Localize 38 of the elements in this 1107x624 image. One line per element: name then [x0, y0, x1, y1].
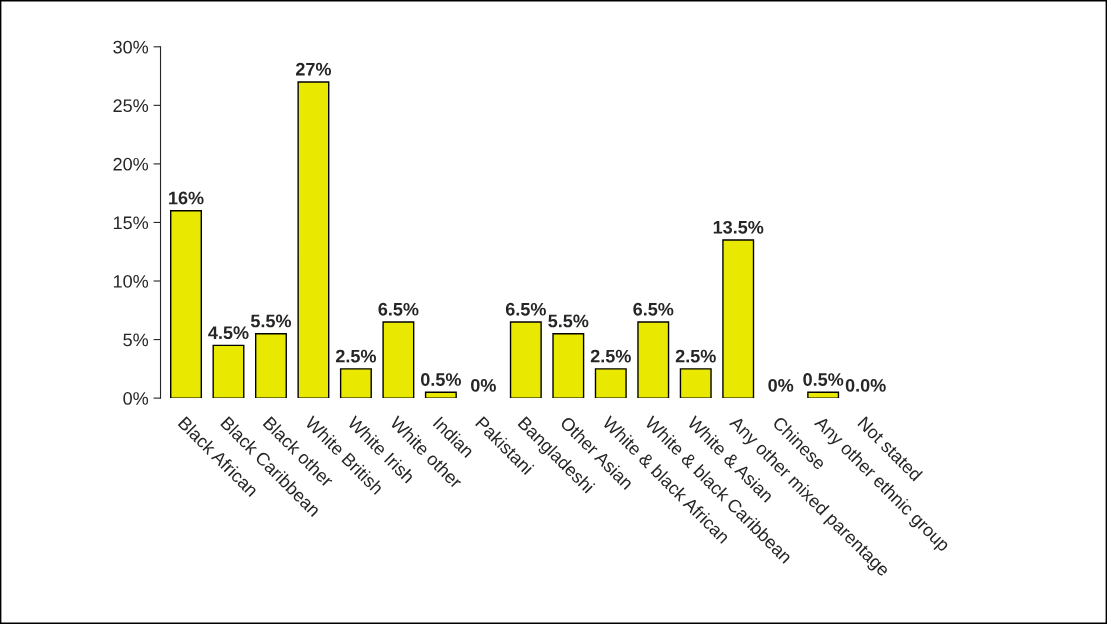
bar: [594, 368, 627, 399]
y-tick-label: 5%: [123, 333, 149, 347]
bar: [722, 239, 755, 399]
data-label: 0.5%: [803, 373, 844, 386]
bar: [339, 368, 372, 399]
data-label: 2.5%: [590, 349, 631, 363]
bar: [382, 321, 415, 399]
data-label: 5.5%: [548, 314, 589, 328]
data-label: 6.5%: [633, 302, 674, 316]
data-label: 6.5%: [505, 302, 546, 316]
data-label: 27%: [295, 62, 332, 76]
bar: [297, 81, 330, 399]
data-label: 4.5%: [208, 326, 249, 340]
y-tick-label: 10%: [113, 274, 149, 288]
data-label: 0.0%: [845, 378, 886, 392]
data-label: 2.5%: [675, 349, 716, 363]
bar: [509, 321, 542, 399]
y-tick-label: 30%: [113, 40, 149, 54]
bar: [552, 333, 585, 399]
data-label: 16%: [169, 191, 204, 205]
y-tick-label: 25%: [113, 99, 149, 113]
data-label: 0.5%: [421, 373, 461, 386]
data-label: 0%: [471, 378, 496, 392]
bar: [212, 344, 245, 399]
data-label: 5.5%: [250, 314, 292, 328]
data-label: 13.5%: [713, 220, 764, 234]
bar: [424, 391, 457, 399]
bar: [170, 210, 202, 399]
bar: [637, 321, 670, 399]
data-label: 6.5%: [378, 302, 419, 316]
data-label: 0%: [768, 378, 794, 392]
y-tick-label: 20%: [113, 157, 149, 171]
bar: [807, 391, 840, 399]
y-tick-label: 15%: [113, 216, 149, 230]
y-tick-label: 0%: [123, 392, 149, 405]
data-label: 2.5%: [335, 349, 377, 363]
bar: [254, 333, 287, 399]
bar: [679, 368, 712, 399]
